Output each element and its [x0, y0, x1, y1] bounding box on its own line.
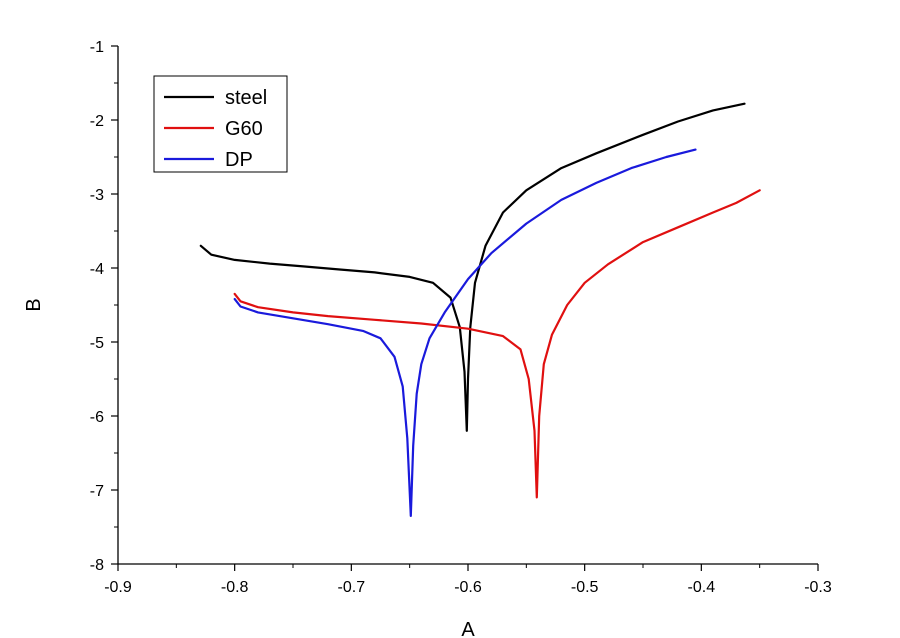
- series-line-dp: [233, 148, 697, 517]
- series-layer: [199, 102, 761, 517]
- x-tick-label: -0.6: [454, 579, 482, 596]
- series-line-steel: [199, 102, 746, 432]
- y-tick-label: -3: [90, 187, 104, 204]
- legend-label-dp: DP: [225, 149, 253, 171]
- y-tick-label: -6: [90, 409, 104, 426]
- x-tick-label: -0.3: [804, 579, 832, 596]
- x-tick-label: -0.4: [688, 579, 716, 596]
- series-line-g60: [233, 189, 761, 499]
- legend: steel G60 DP: [153, 75, 288, 173]
- x-tick-label: -0.9: [104, 579, 132, 596]
- legend-label-g60: G60: [225, 118, 263, 140]
- y-tick-label: -8: [90, 557, 104, 574]
- y-tick-label: -2: [90, 113, 104, 130]
- y-tick-label: -1: [90, 39, 104, 56]
- y-tick-label: -7: [90, 483, 104, 500]
- axes: -0.9 -0.8 -0.7 -0.6 -0.5 -0.4 -0.3 -8 -7 -6 -5 -4 -3…: [90, 39, 832, 596]
- x-tick-label: -0.8: [221, 579, 249, 596]
- y-axis-label: B: [23, 298, 45, 311]
- y-tick-label: -5: [90, 335, 104, 352]
- legend-label-steel: steel: [225, 87, 267, 109]
- x-axis-label: A: [461, 619, 475, 638]
- y-tick-label: -4: [90, 261, 104, 278]
- x-tick-label: -0.7: [338, 579, 366, 596]
- x-tick-label: -0.5: [571, 579, 599, 596]
- legend-box: [153, 75, 288, 173]
